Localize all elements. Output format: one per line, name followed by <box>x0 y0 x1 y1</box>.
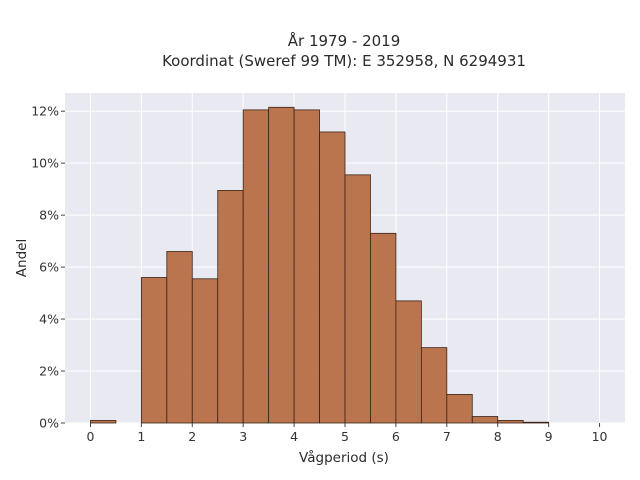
x-tick-label: 3 <box>239 429 247 444</box>
y-tick-label: 10% <box>31 156 59 171</box>
histogram-bar <box>319 131 346 424</box>
histogram-bar <box>471 416 499 424</box>
histogram-bar <box>370 232 397 424</box>
y-tick-label: 6% <box>39 260 59 275</box>
x-tick-label: 6 <box>392 429 400 444</box>
y-tick-label: 8% <box>39 208 59 223</box>
x-tick-label: 7 <box>443 429 451 444</box>
x-tick-label: 2 <box>188 429 196 444</box>
histogram-bar <box>522 421 550 424</box>
chart-title-line1: År 1979 - 2019 <box>288 31 401 50</box>
histogram-bar <box>497 420 524 424</box>
histogram-bar <box>420 347 448 424</box>
histogram-bar <box>395 300 422 424</box>
histogram-bar <box>293 109 320 424</box>
x-tick-label: 1 <box>137 429 145 444</box>
x-tick-label: 0 <box>86 429 94 444</box>
x-tick-label: 9 <box>545 429 553 444</box>
x-axis-ticks: 0 1 2 3 4 5 6 7 8 9 10 <box>86 423 608 444</box>
histogram-bar <box>242 109 270 424</box>
histogram-bar <box>217 190 244 424</box>
histogram-bar <box>191 278 219 424</box>
x-tick-label: 10 <box>592 429 608 444</box>
y-axis-ticks: 0% 2% 4% 6% 8% 10% 12% <box>31 104 65 431</box>
x-tick-label: 8 <box>494 429 502 444</box>
chart-title-line2: Koordinat (Sweref 99 TM): E 352958, N 62… <box>162 52 526 70</box>
y-tick-label: 4% <box>39 312 59 327</box>
histogram-bar <box>268 106 295 424</box>
y-tick-label: 12% <box>31 104 59 119</box>
histogram-bar <box>90 420 117 424</box>
x-tick-label: 4 <box>290 429 298 444</box>
histogram-bar <box>166 251 193 424</box>
y-tick-label: 2% <box>39 364 59 379</box>
y-axis-label: Andel <box>14 239 30 277</box>
histogram-bar <box>344 174 371 424</box>
x-axis-label: Vågperiod (s) <box>299 449 389 466</box>
histogram-bar <box>140 277 168 424</box>
x-tick-label: 5 <box>341 429 349 444</box>
y-tick-label: 0% <box>39 416 59 431</box>
histogram-bar <box>446 394 473 424</box>
bars <box>90 106 550 424</box>
